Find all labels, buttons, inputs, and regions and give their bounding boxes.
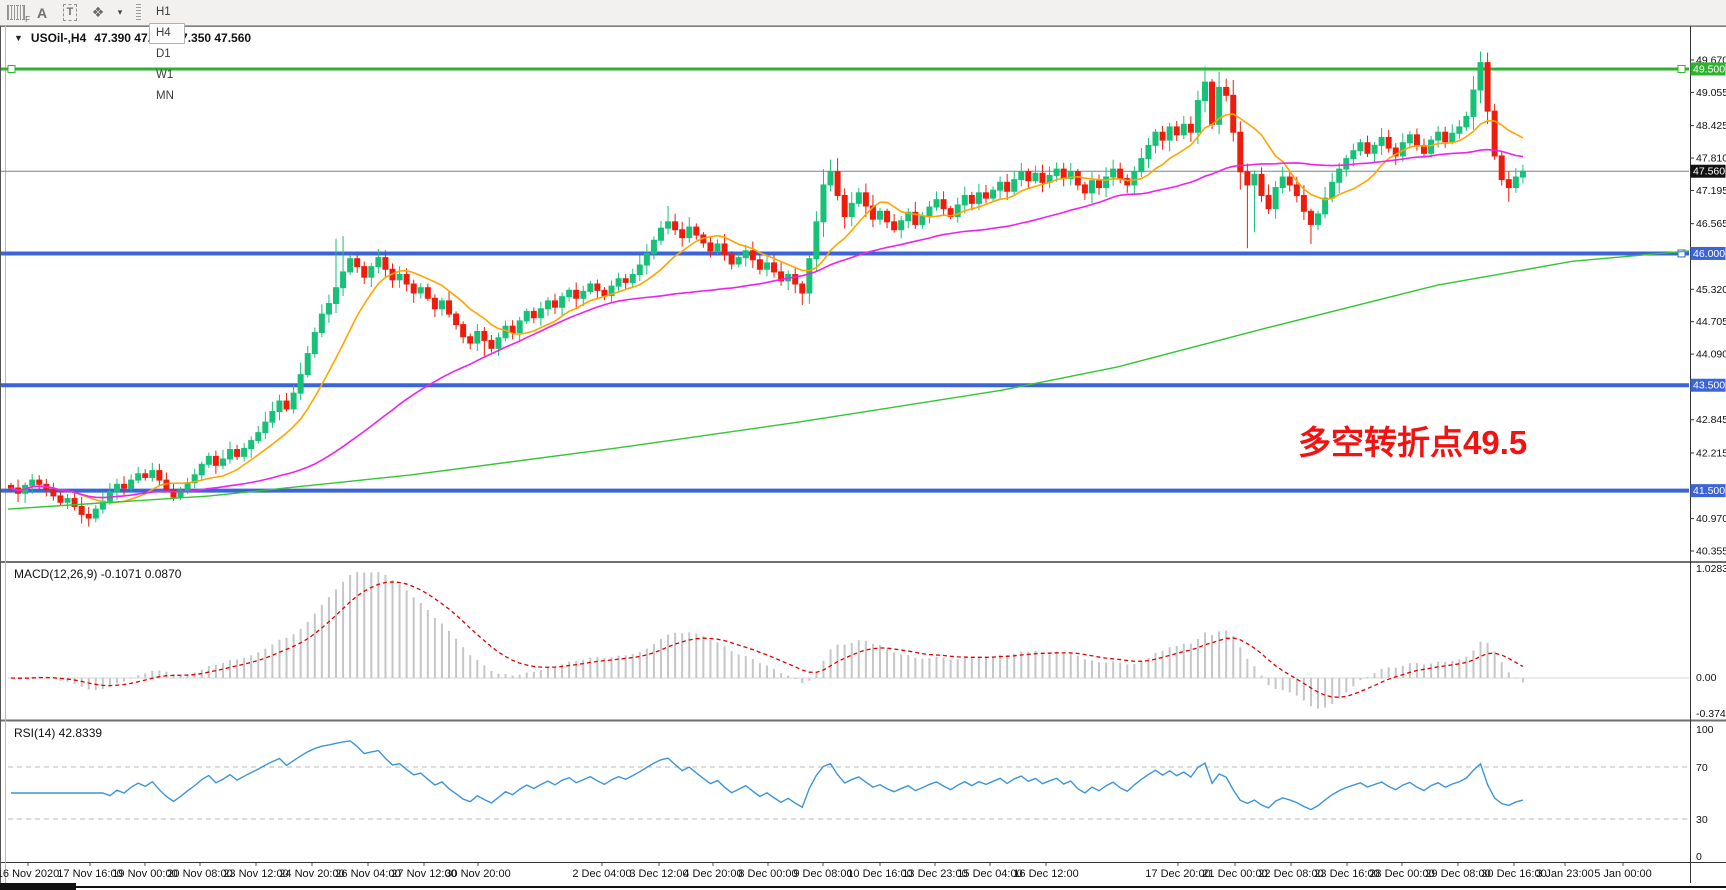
axis-tick-label: 47.810	[1696, 153, 1726, 165]
window-edge-line	[0, 886, 1726, 888]
axis-tick-label: 49.500	[1693, 63, 1725, 75]
status-bar	[0, 883, 1726, 890]
axis-tick-label: 44.090	[1696, 349, 1726, 361]
main-panel-bg	[0, 26, 1726, 562]
axis-tick-label: 45.320	[1696, 284, 1726, 296]
axis-tick-label: 30 Nov 20:00	[445, 868, 510, 880]
axis-tick-label: 4 Dec 20:00	[683, 868, 742, 880]
timeframe-button-W1[interactable]: W1	[156, 69, 174, 81]
axis-tick-label: 23 Nov 12:00	[223, 868, 288, 880]
candlestick-series	[8, 51, 1526, 527]
axis-tick-label: 19 Nov 00:00	[112, 868, 177, 880]
timeframe-button-H1[interactable]: H1	[156, 6, 171, 18]
timeframe-button-H4[interactable]: H4	[149, 23, 186, 44]
axis-tick-label: 17 Nov 16:00	[57, 868, 122, 880]
axis-tick-label: 16 Nov 2020	[0, 868, 59, 880]
shapes-icon[interactable]: ❖	[91, 4, 105, 20]
axis-tick-label: 10 Dec 16:00	[847, 868, 912, 880]
axis-tick-label: 0.00	[1696, 672, 1717, 684]
axis-tick-label: 22 Dec 08:00	[1258, 868, 1323, 880]
axis-tick-label: 48.425	[1696, 120, 1726, 132]
axis-tick-label: 28 Dec 00:00	[1369, 868, 1434, 880]
font-a-icon[interactable]: A	[36, 4, 48, 21]
axis-tick-label: 43.500	[1693, 380, 1725, 392]
axis-tick-label: 15 Dec 04:00	[957, 868, 1022, 880]
axis-tick-label: 3 Dec 12:00	[629, 868, 688, 880]
rsi-indicator-label: RSI(14) 42.8339	[14, 726, 103, 740]
axis-tick-label: 70	[1696, 762, 1708, 774]
axis-tick-label: 41.500	[1693, 485, 1725, 497]
shapes-caret-down-icon[interactable]: ▾	[117, 7, 123, 17]
axis-tick-label: 49.055	[1696, 87, 1726, 99]
rsi-plot[interactable]	[8, 740, 1690, 820]
axis-tick-label: 47.560	[1693, 166, 1725, 178]
price-badge	[1690, 164, 1726, 178]
macd-signal-line	[10, 581, 1524, 698]
macd-indicator-label: MACD(12,26,9) -0.1071 0.0870	[14, 567, 182, 581]
indicator-grid-icon[interactable]: F	[3, 3, 30, 24]
axis-tick-label: 8 Dec 00:00	[738, 868, 797, 880]
axis-tick-label: 30 Dec 16:00	[1481, 868, 1546, 880]
rsi-line	[11, 740, 1524, 811]
timeframe-button-MN[interactable]: MN	[156, 90, 174, 102]
macd-panel-bg	[0, 563, 1726, 720]
axis-tick-label: 26 Nov 04:00	[335, 868, 400, 880]
symbol-timeframe-label: USOil-,H4	[30, 31, 87, 45]
ma-mid-line	[10, 148, 1524, 499]
axis-tick-label: 9 Dec 08:00	[793, 868, 852, 880]
axis-tick-label: 13 Dec 23:00	[902, 868, 967, 880]
axis-tick-label: 42.845	[1696, 414, 1726, 426]
axis-tick-label: 44.705	[1696, 316, 1726, 328]
axis-tick-label: 40.355	[1696, 545, 1726, 557]
annotation-text[interactable]: 多空转折点49.5	[1298, 424, 1528, 461]
axis-tick-label: 46.000	[1693, 248, 1725, 260]
axis-tick-label: 42.215	[1696, 447, 1726, 459]
axis-tick-label: 1.0283	[1696, 563, 1726, 575]
axis-tick-label: 40.970	[1696, 513, 1726, 525]
axis-tick-label: 0	[1696, 851, 1702, 863]
axis-tick-label: 3 Jan 23:00	[1536, 868, 1594, 880]
axis-tick-label: 47.195	[1696, 185, 1726, 197]
axis-tick-label: 23 Dec 16:00	[1314, 868, 1379, 880]
main-chart-plot[interactable]	[1, 51, 1690, 527]
axis-tick-label: 27 Nov 12:00	[391, 868, 456, 880]
timeframe-toolbar: M1M5M15M30H1H4D1W1MN	[147, 0, 187, 107]
price-badge	[1690, 484, 1726, 498]
line-handle	[7, 64, 16, 73]
axis-tick-label: 17 Dec 20:00	[1145, 868, 1210, 880]
timeframe-button-D1[interactable]: D1	[156, 48, 171, 60]
price-axis[interactable]: 49.67049.05548.42547.81047.19546.56545.3…	[1690, 55, 1726, 864]
axis-tick-label: 2 Dec 04:00	[572, 868, 631, 880]
price-badge	[1690, 62, 1726, 76]
rsi-panel-bg	[0, 721, 1726, 862]
axis-tick-label: 29 Dec 08:00	[1425, 868, 1490, 880]
price-badge	[1690, 246, 1726, 260]
chart-title: ▼ USOil-,H4 47.390 47.570 47.350 47.560	[14, 31, 251, 45]
window-edge-block[interactable]	[0, 883, 76, 890]
macd-plot[interactable]	[8, 571, 1690, 709]
symbol-collapse-caret-icon[interactable]: ▼	[14, 33, 23, 43]
axis-tick-label: 30	[1696, 814, 1708, 826]
axis-tick-label: 24 Nov 20:00	[279, 868, 344, 880]
ma-fast-line	[10, 113, 1524, 504]
line-handle	[1677, 64, 1686, 73]
line-handle	[1677, 249, 1686, 258]
macd-histogram	[17, 571, 1524, 709]
axis-tick-label: 46.565	[1696, 218, 1726, 230]
axis-tick-label: 16 Dec 12:00	[1013, 868, 1078, 880]
axis-tick-label: 20 Nov 08:00	[167, 868, 232, 880]
price-badge	[1690, 378, 1726, 392]
text-box-icon[interactable]: T	[59, 3, 81, 23]
axis-tick-label: -0.3748	[1696, 708, 1726, 720]
ma-slow-line	[7, 250, 1689, 510]
top-toolbar: F A T ❖ ▾ M1M5M15M30H1H4D1W1MN	[0, 0, 1726, 102]
axis-tick-label: 100	[1696, 724, 1714, 736]
axis-tick-label: 5 Jan 00:00	[1594, 868, 1652, 880]
axis-tick-label: 21 Dec 00:00	[1202, 868, 1267, 880]
toolbar-grip[interactable]	[136, 4, 141, 21]
